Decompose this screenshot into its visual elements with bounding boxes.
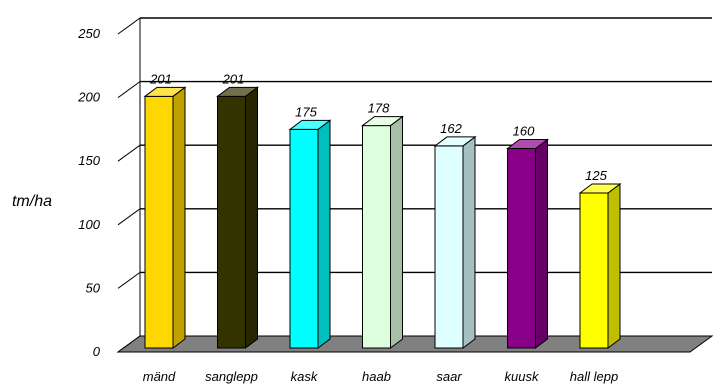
- x-category-label: kuusk: [505, 369, 540, 384]
- bar-front: [434, 145, 464, 349]
- bar-front: [217, 95, 246, 349]
- bar-front: [507, 147, 536, 349]
- bar: [288, 119, 332, 349]
- chart-walls: [117, 17, 141, 353]
- y-tick-label: 100: [78, 217, 100, 232]
- left-wall-tick: [117, 17, 141, 35]
- bar-side: [390, 115, 403, 349]
- y-tick-label: 250: [77, 26, 100, 41]
- bars: [143, 86, 622, 349]
- data-label: 201: [149, 71, 172, 86]
- bar: [506, 138, 549, 349]
- bar-front: [579, 192, 609, 349]
- bar-side: [317, 119, 331, 349]
- bar-side: [172, 86, 186, 349]
- bar-front: [362, 125, 391, 349]
- bar-front: [289, 128, 319, 349]
- bar: [143, 86, 187, 349]
- bar-top: [578, 183, 622, 194]
- data-label: 175: [295, 104, 317, 119]
- left-wall-tick: [117, 208, 141, 226]
- data-label: 125: [585, 168, 607, 183]
- data-label: 162: [440, 121, 462, 136]
- x-category-labels: mänd sanglepp kask haab saar kuusk hall lepp: [143, 369, 618, 384]
- chart-floor: [116, 335, 714, 353]
- bar-top: [143, 86, 187, 97]
- data-label: 178: [368, 101, 390, 116]
- floor-plane: [116, 335, 714, 353]
- left-wall-tick: [117, 81, 141, 99]
- bar-top: [361, 116, 404, 127]
- y-tick-label: 0: [93, 344, 101, 359]
- data-labels: 201 201 175 178 162 160 125: [149, 71, 607, 183]
- bar: [578, 183, 622, 349]
- y-tick-label: 150: [78, 153, 100, 168]
- x-category-label: saar: [436, 369, 462, 384]
- left-wall-tick: [117, 144, 141, 162]
- bar-front: [144, 95, 174, 349]
- bar: [216, 86, 259, 349]
- bar-side: [245, 86, 258, 349]
- y-tick-label: 200: [77, 90, 100, 105]
- bar-top: [216, 86, 259, 97]
- bar-side: [462, 135, 476, 349]
- bar-top: [506, 138, 549, 149]
- x-category-label: hall lepp: [570, 369, 618, 384]
- x-category-label: sanglepp: [205, 369, 258, 384]
- left-wall-tick: [117, 271, 141, 289]
- x-category-label: kask: [291, 369, 319, 384]
- bar-side: [535, 138, 548, 349]
- y-tick-label: 50: [86, 280, 101, 295]
- y-tick-labels: 0 50 100 150 200 250: [77, 26, 100, 359]
- data-label: 201: [222, 71, 245, 86]
- y-axis-title: tm/ha: [12, 193, 52, 210]
- bar-side: [607, 183, 621, 349]
- x-category-label: mänd: [143, 369, 176, 384]
- bar: [361, 115, 404, 349]
- bar-top: [433, 136, 477, 147]
- data-label: 160: [513, 123, 535, 138]
- bar: [433, 135, 477, 349]
- bar-top: [288, 119, 332, 130]
- x-category-label: haab: [362, 369, 391, 384]
